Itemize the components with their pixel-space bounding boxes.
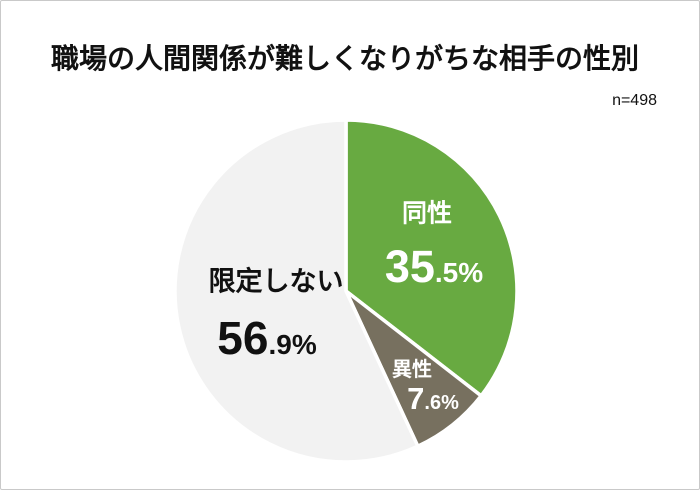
slice-value-dousei: 35.5% bbox=[385, 244, 483, 289]
slice-value-genteishinai: 56.9% bbox=[217, 315, 316, 361]
slice-label-isei: 異性 bbox=[392, 359, 432, 381]
slice-value-dousei-frac: .5% bbox=[434, 257, 484, 288]
slice-label-dousei: 同性 bbox=[401, 199, 453, 228]
slice-value-isei: 7.6% bbox=[407, 383, 459, 414]
slice-label-genteishinai: 限定しない bbox=[208, 266, 344, 297]
pie-slice-0 bbox=[344, 118, 519, 398]
slice-value-isei-frac: .6% bbox=[424, 392, 459, 414]
slice-value-genteishinai-int: 56 bbox=[217, 312, 269, 364]
slice-value-isei-int: 7 bbox=[407, 381, 425, 416]
sample-size-label: n=498 bbox=[612, 92, 657, 109]
slice-value-genteishinai-frac: .9% bbox=[268, 329, 317, 360]
pie-slice-2 bbox=[173, 118, 420, 464]
chart-title: 職場の人間関係が難しくなりがちな相手の性別 bbox=[50, 43, 639, 74]
slice-value-dousei-int: 35 bbox=[384, 241, 435, 292]
